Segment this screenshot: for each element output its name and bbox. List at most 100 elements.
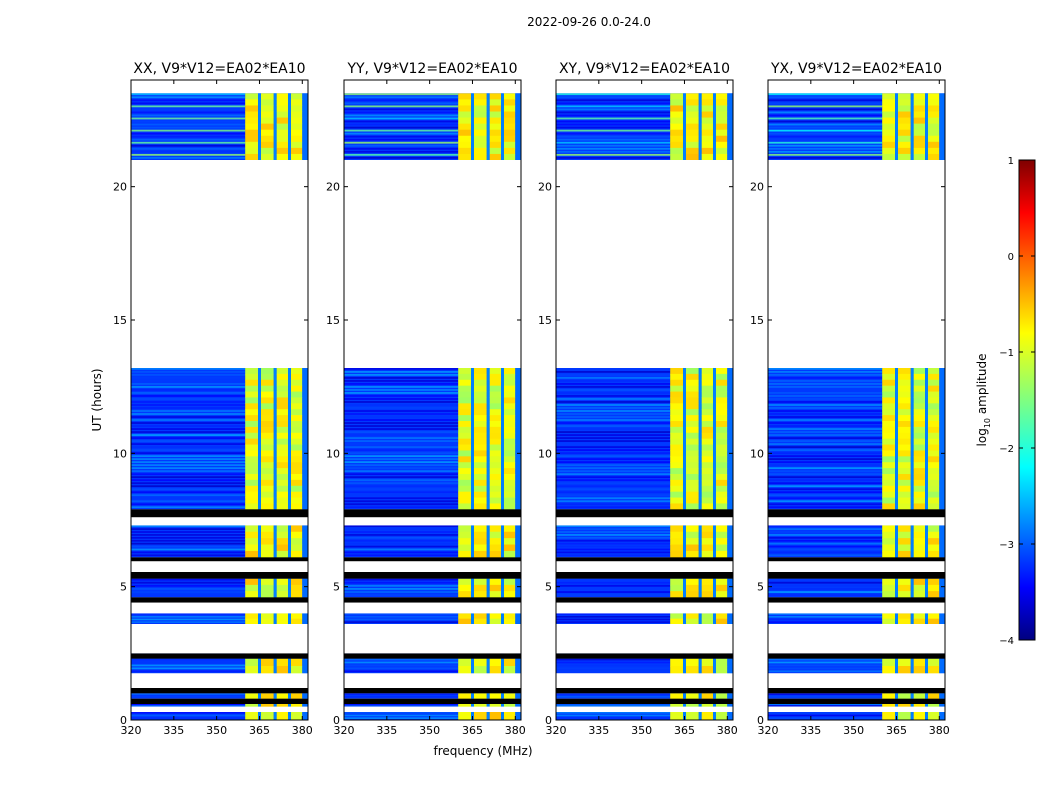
signal-channel-cell bbox=[913, 704, 926, 708]
signal-channel-cell bbox=[897, 444, 911, 451]
noise-stripe bbox=[131, 434, 246, 436]
noise-stripe bbox=[556, 461, 671, 464]
channel-gap bbox=[925, 525, 928, 558]
signal-channel-cell bbox=[882, 391, 896, 398]
signal-channel-cell bbox=[458, 432, 472, 440]
noise-stripe bbox=[131, 581, 246, 584]
noise-stripe bbox=[768, 117, 883, 120]
signal-channel-cell bbox=[913, 403, 926, 410]
noise-stripe bbox=[768, 455, 883, 458]
signal-channel-cell bbox=[473, 373, 487, 381]
signal-channel-cell bbox=[685, 391, 699, 398]
missing-time-band bbox=[344, 673, 521, 684]
signal-channel-cell bbox=[927, 544, 940, 552]
noise-stripe bbox=[344, 548, 459, 551]
noise-stripe bbox=[344, 120, 459, 123]
signal-channel-cell bbox=[245, 426, 259, 434]
noise-stripe bbox=[768, 693, 883, 695]
noise-stripe bbox=[131, 485, 246, 488]
noise-stripe bbox=[556, 129, 671, 132]
signal-channel-cell bbox=[473, 111, 487, 119]
signal-channel-cell bbox=[489, 99, 502, 106]
noise-stripe bbox=[131, 99, 246, 102]
signal-channel-cell bbox=[489, 525, 502, 533]
band-edge-noise bbox=[515, 693, 521, 699]
signal-channel-cell bbox=[260, 479, 274, 487]
signal-channel-cell bbox=[245, 538, 259, 546]
noise-stripe bbox=[556, 440, 671, 442]
signal-channel-cell bbox=[245, 491, 259, 499]
colorbar-gradient bbox=[1018, 159, 1036, 641]
noise-stripe bbox=[556, 93, 671, 96]
panel-frame bbox=[130, 79, 309, 721]
noise-stripe bbox=[344, 114, 459, 117]
signal-channel-cell bbox=[670, 525, 684, 533]
noise-stripe bbox=[556, 153, 671, 156]
signal-channel-cell bbox=[458, 129, 472, 137]
signal-channel-cell bbox=[715, 117, 728, 125]
signal-channel-cell bbox=[276, 99, 289, 106]
flagged-time-band bbox=[768, 572, 945, 579]
band-edge-noise bbox=[302, 578, 308, 598]
signal-channel-cell bbox=[458, 693, 472, 700]
signal-channel-cell bbox=[290, 544, 303, 552]
signal-channel-cell bbox=[927, 385, 940, 393]
signal-channel-cell bbox=[489, 379, 502, 387]
noise-stripe bbox=[131, 111, 246, 114]
channel-gap bbox=[486, 578, 490, 598]
signal-channel-cell bbox=[489, 421, 502, 428]
signal-channel-cell bbox=[290, 403, 303, 410]
signal-channel-cell bbox=[260, 531, 274, 539]
channel-gap bbox=[683, 93, 686, 160]
signal-channel-cell bbox=[927, 525, 940, 533]
signal-channel-cell bbox=[503, 658, 516, 667]
signal-channel-cell bbox=[882, 397, 896, 404]
signal-channel-cell bbox=[913, 397, 926, 404]
signal-channel-cell bbox=[245, 397, 259, 404]
channel-gap bbox=[925, 658, 928, 674]
channel-gap bbox=[683, 693, 686, 699]
signal-channel-cell bbox=[882, 618, 896, 625]
noise-stripe bbox=[131, 105, 246, 108]
noise-stripe bbox=[131, 616, 246, 618]
noise-stripe bbox=[556, 147, 671, 150]
signal-channel-cell bbox=[913, 479, 926, 487]
signal-channel-cell bbox=[458, 135, 472, 143]
noise-stripe bbox=[344, 693, 459, 695]
signal-channel-cell bbox=[715, 550, 728, 558]
noise-stripe bbox=[131, 437, 246, 439]
signal-channel-cell bbox=[882, 147, 896, 155]
noise-stripe bbox=[131, 380, 246, 382]
signal-channel-cell bbox=[245, 456, 259, 463]
signal-channel-cell bbox=[670, 426, 684, 434]
signal-channel-cell bbox=[715, 391, 728, 398]
signal-channel-cell bbox=[276, 123, 289, 131]
signal-channel-cell bbox=[897, 531, 911, 539]
signal-channel-cell bbox=[473, 438, 487, 446]
channel-gap bbox=[910, 693, 914, 699]
signal-channel-cell bbox=[503, 468, 516, 475]
noise-stripe bbox=[556, 431, 671, 433]
signal-channel-cell bbox=[927, 462, 940, 469]
signal-channel-cell bbox=[715, 525, 728, 533]
signal-channel-cell bbox=[503, 578, 516, 586]
missing-time-band bbox=[344, 602, 521, 614]
channel-gap bbox=[501, 93, 504, 160]
noise-stripe bbox=[768, 542, 883, 545]
panel-frame bbox=[555, 79, 734, 721]
signal-channel-cell bbox=[276, 135, 289, 143]
signal-channel-cell bbox=[897, 712, 911, 721]
signal-channel-cell bbox=[473, 479, 487, 487]
signal-channel-cell bbox=[458, 450, 472, 457]
signal-channel-cell bbox=[458, 368, 472, 375]
signal-channel-cell bbox=[927, 618, 940, 625]
y-tick-label: 0 bbox=[333, 714, 340, 727]
signal-channel-cell bbox=[670, 704, 684, 708]
signal-channel-cell bbox=[290, 153, 303, 161]
signal-channel-cell bbox=[276, 525, 289, 533]
noise-stripe bbox=[556, 542, 671, 545]
noise-stripe bbox=[344, 534, 459, 536]
signal-channel-cell bbox=[276, 426, 289, 434]
signal-channel-cell bbox=[473, 450, 487, 457]
channel-gap bbox=[501, 525, 504, 558]
